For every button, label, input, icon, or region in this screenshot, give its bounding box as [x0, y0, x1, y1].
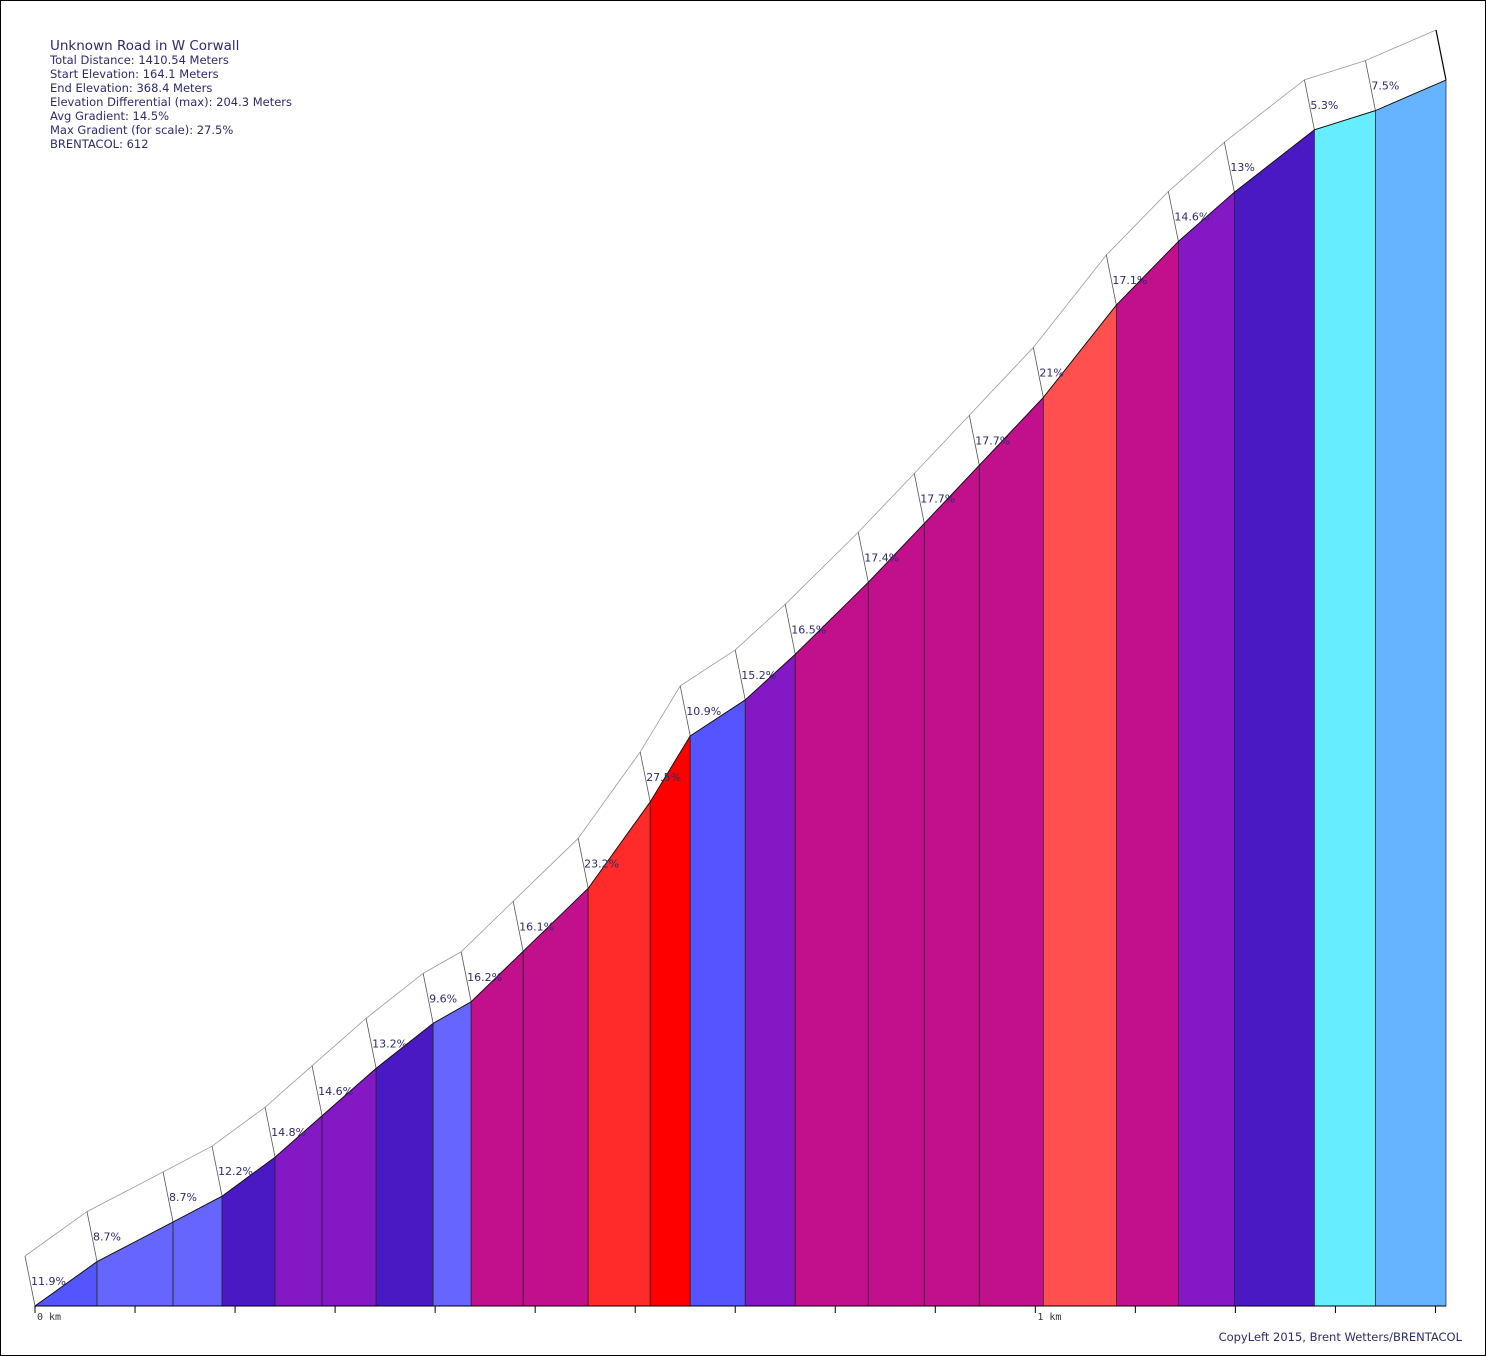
segment-bar-18: [978, 396, 1044, 1307]
gradient-label-6: 14.6%: [318, 1085, 353, 1098]
gradient-label-9: 16.2%: [467, 971, 502, 984]
ribbon-divider-3: [162, 1171, 174, 1223]
gradient-label-13: 10.9%: [686, 705, 721, 718]
gradient-label-17: 17.7%: [920, 492, 955, 505]
x-tick-label-0: 0 km: [37, 1312, 61, 1323]
gradient-label-19: 21%: [1039, 366, 1063, 379]
gradient-label-7: 13.2%: [372, 1037, 407, 1050]
ribbon-divider-6: [311, 1065, 323, 1116]
ribbon-divider-22: [1223, 142, 1235, 193]
info-max-gradient: Max Gradient (for scale): 27.5%: [50, 123, 233, 137]
segment-bar-15: [794, 581, 869, 1307]
ribbon-divider-7: [365, 1018, 377, 1069]
segment-bar-8: [432, 1001, 472, 1307]
ribbon-divider-21: [1167, 191, 1179, 242]
segment-bar-20: [1116, 240, 1179, 1307]
segment-bar-13: [689, 699, 746, 1307]
x-axis: 0 km 1 km: [34, 1305, 1446, 1323]
segment-bar-12: [649, 734, 691, 1307]
segment-bar-16: [867, 522, 925, 1307]
segment-bar-22: [1234, 129, 1315, 1307]
info-block: Unknown Road in W Corwall Total Distance…: [49, 38, 292, 151]
gradient-label-8: 9.6%: [429, 992, 457, 1005]
segment-bar-9: [470, 950, 524, 1307]
ribbon-divider-24: [1365, 60, 1376, 111]
gradient-label-2: 8.7%: [93, 1231, 121, 1244]
ribbon-divider-8: [422, 973, 434, 1024]
info-elevation-differential: Elevation Differential (max): 204.3 Mete…: [50, 95, 292, 109]
ribbon-divider-23: [1304, 79, 1315, 130]
gradient-label-23: 5.3%: [1310, 99, 1338, 112]
segment-bar-11: [587, 800, 651, 1307]
ribbon-divider-11: [577, 838, 589, 889]
chart-title: Unknown Road in W Corwall: [50, 38, 239, 54]
ribbon-divider-18: [968, 415, 980, 466]
info-brentacol: BRENTACOL: 612: [50, 137, 149, 151]
gradient-label-4: 12.2%: [218, 1165, 253, 1178]
ribbon-divider-5: [264, 1107, 276, 1158]
info-end-elevation: End Elevation: 368.4 Meters: [50, 81, 212, 95]
ribbon-divider-1: [24, 1255, 36, 1307]
gradient-label-ribbon: [24, 29, 1447, 1307]
ribbon-divider-15: [784, 604, 796, 655]
ribbon-divider-10: [512, 901, 524, 952]
ribbon-divider-4: [211, 1146, 223, 1197]
profile-outline: [34, 79, 1447, 1307]
gradient-label-15: 16.5%: [791, 623, 826, 636]
segment-bar-19: [1042, 304, 1117, 1307]
gradient-label-11: 23.2%: [584, 857, 619, 870]
ribbon-divider-14: [734, 649, 746, 700]
segment-bar-24: [1375, 79, 1447, 1307]
segment-bar-21: [1178, 191, 1235, 1307]
ribbon-divider-2: [86, 1211, 98, 1262]
gradient-label-5: 14.8%: [271, 1126, 306, 1139]
segment-bar-10: [522, 887, 589, 1307]
gradient-label-21: 14.6%: [1174, 210, 1209, 223]
info-avg-gradient: Avg Gradient: 14.5%: [50, 109, 169, 123]
segment-bar-17: [923, 464, 980, 1307]
ribbon-divider-19: [1032, 347, 1044, 398]
ribbon-divider-13: [679, 685, 691, 736]
gradient-label-14: 15.2%: [741, 669, 776, 682]
gradient-label-3: 8.7%: [169, 1191, 197, 1204]
copyright-notice: CopyLeft 2015, Brent Wetters/BRENTACOL: [1219, 1330, 1463, 1344]
ribbon-divider-12: [639, 751, 651, 802]
ribbon-divider-16: [857, 532, 869, 583]
ribbon-divider-17: [913, 473, 925, 524]
gradient-label-16: 17.4%: [864, 551, 899, 564]
ribbon-fill: [25, 30, 1446, 1306]
gradient-labels: 11.9% 8.7% 8.7% 12.2% 14.8% 14.6% 13.2% 9.6% 16.…: [31, 80, 1399, 1288]
ribbon-divider-9: [460, 951, 472, 1002]
info-start-elevation: Start Elevation: 164.1 Meters: [50, 67, 219, 81]
segment-bar-14: [744, 653, 796, 1307]
info-total-distance: Total Distance: 1410.54 Meters: [49, 53, 229, 67]
gradient-label-18: 17.7%: [975, 434, 1010, 447]
segment-bar-23: [1314, 110, 1376, 1307]
gradient-label-1: 11.9%: [31, 1275, 66, 1288]
gradient-label-22: 13%: [1230, 161, 1254, 174]
gradient-label-10: 16.1%: [519, 920, 554, 933]
gradient-label-12: 27.5%: [646, 771, 681, 784]
ribbon-divider-end: [1435, 29, 1447, 81]
segment-fills: [33, 79, 1447, 1307]
segment-bar-7: [375, 1022, 434, 1307]
ribbon-divider-20: [1105, 254, 1117, 306]
x-tick-label-1000: 1 km: [1037, 1312, 1061, 1323]
gradient-label-24: 7.5%: [1371, 80, 1399, 93]
gradient-label-20: 17.1%: [1112, 274, 1147, 287]
